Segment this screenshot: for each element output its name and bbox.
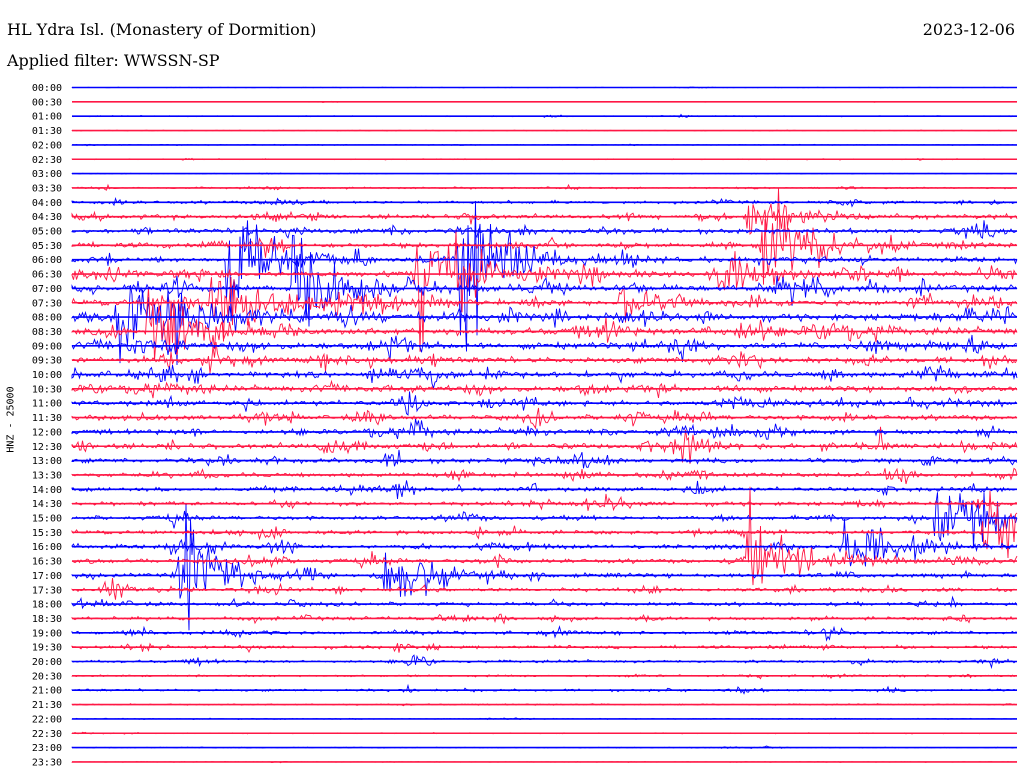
tick-label: 08:30 [32, 327, 62, 338]
tick-label: 19:00 [32, 628, 62, 639]
trace-1000 [71, 364, 1018, 390]
tick-label: 00:00 [32, 83, 62, 94]
tick-label: 15:00 [32, 514, 62, 525]
tick-label: 13:30 [32, 470, 62, 481]
tick-label: 01:30 [32, 126, 62, 137]
tick-label: 00:30 [32, 97, 62, 108]
tick-label: 09:00 [32, 341, 62, 352]
tick-label: 06:30 [32, 270, 62, 281]
tick-label: 14:00 [32, 485, 62, 496]
tick-label: 12:30 [32, 442, 62, 453]
tick-label: 13:00 [32, 456, 62, 467]
tick-label: 02:30 [32, 155, 62, 166]
trace-1200 [71, 418, 1018, 440]
tick-label: 16:00 [32, 542, 62, 553]
tick-label: 04:30 [32, 212, 62, 223]
trace-0500 [71, 220, 1018, 239]
trace-1800 [71, 595, 1018, 610]
tick-label: 15:30 [32, 528, 62, 539]
trace-0700 [71, 234, 1018, 327]
tick-label: 01:00 [32, 112, 62, 123]
tick-label: 21:00 [32, 686, 62, 697]
tick-label: 21:30 [32, 700, 62, 711]
tick-label: 14:30 [32, 499, 62, 510]
trace-0630 [71, 229, 1018, 352]
trace-1730 [71, 577, 1018, 600]
tick-label: 08:00 [32, 313, 62, 324]
tick-label: 10:30 [32, 384, 62, 395]
trace-1030 [71, 379, 1018, 399]
trace-1330 [71, 467, 1018, 485]
trace-1630 [71, 486, 1018, 586]
trace-0830 [71, 287, 1018, 361]
tick-labels: 00:00 00:30 01:00 01:30 02:00 02:30 03:00 03:30… [32, 83, 62, 768]
tick-label: 05:30 [32, 241, 62, 252]
baselines [72, 86, 1017, 763]
filter-label: Applied filter: WWSSN-SP [7, 51, 220, 70]
trace-1500 [71, 492, 1018, 549]
tick-label: 16:30 [32, 557, 62, 568]
tick-label: 11:00 [32, 399, 62, 410]
tick-label: 22:30 [32, 729, 62, 740]
tick-label: 17:30 [32, 585, 62, 596]
record-date: 2023-12-06 [922, 20, 1015, 39]
tick-label: 18:30 [32, 614, 62, 625]
tick-label: 05:00 [32, 227, 62, 238]
tick-label: 12:00 [32, 427, 62, 438]
tick-label: 03:30 [32, 183, 62, 194]
tick-label: 10:00 [32, 370, 62, 381]
station-title: HL Ydra Isl. (Monastery of Dormition) [7, 20, 317, 39]
tick-label: 23:00 [32, 743, 62, 754]
tick-label: 20:30 [32, 671, 62, 682]
tick-label: 19:30 [32, 643, 62, 654]
trace-0730 [71, 276, 1018, 342]
tick-label: 22:00 [32, 714, 62, 725]
tick-label: 20:00 [32, 657, 62, 668]
tick-label: 03:00 [32, 169, 62, 180]
tick-label: 02:00 [32, 140, 62, 151]
tick-label: 04:00 [32, 198, 62, 209]
trace-0600 [71, 201, 1018, 352]
tick-label: 06:00 [32, 255, 62, 266]
tick-label: 18:00 [32, 600, 62, 611]
trace-1300 [71, 449, 1018, 469]
tick-label: 07:00 [32, 284, 62, 295]
tick-label: 09:30 [32, 356, 62, 367]
trace-1700 [71, 504, 1018, 631]
tick-label: 23:30 [32, 757, 62, 768]
trace-1430 [71, 493, 1018, 512]
tick-label: 11:30 [32, 413, 62, 424]
tick-label: 07:30 [32, 298, 62, 309]
tick-label: 17:00 [32, 571, 62, 582]
